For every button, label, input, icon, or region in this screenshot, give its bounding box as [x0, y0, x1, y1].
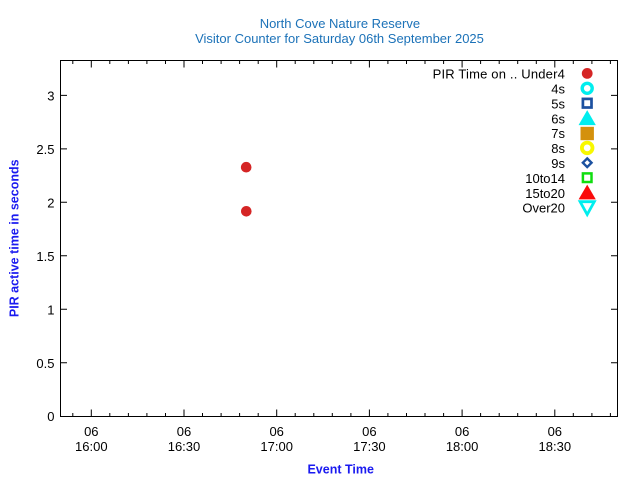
svg-text:10to14: 10to14 — [525, 171, 565, 186]
svg-text:06: 06 — [548, 424, 562, 439]
svg-text:1.5: 1.5 — [36, 249, 54, 264]
svg-text:06: 06 — [362, 424, 376, 439]
svg-text:North Cove Nature Reserve: North Cove Nature Reserve — [260, 16, 420, 31]
svg-text:18:00: 18:00 — [446, 439, 479, 454]
svg-text:8s: 8s — [551, 141, 565, 156]
svg-text:1: 1 — [47, 302, 54, 317]
svg-text:Event Time: Event Time — [307, 462, 374, 476]
svg-text:6s: 6s — [551, 111, 565, 126]
svg-text:15to20: 15to20 — [525, 186, 565, 201]
svg-text:06: 06 — [269, 424, 283, 439]
svg-text:2.5: 2.5 — [36, 142, 54, 157]
svg-text:Over20: Over20 — [522, 201, 565, 216]
svg-text:06: 06 — [177, 424, 191, 439]
svg-text:4s: 4s — [551, 82, 565, 97]
svg-text:3: 3 — [47, 89, 54, 104]
svg-text:Visitor Counter for Saturday 0: Visitor Counter for Saturday 06th Septem… — [195, 31, 484, 46]
svg-text:9s: 9s — [551, 156, 565, 171]
svg-text:16:00: 16:00 — [75, 439, 108, 454]
svg-text:18:30: 18:30 — [539, 439, 572, 454]
svg-text:06: 06 — [455, 424, 469, 439]
svg-text:17:00: 17:00 — [260, 439, 293, 454]
svg-text:17:30: 17:30 — [353, 439, 386, 454]
svg-text:PIR Time on .. Under4: PIR Time on .. Under4 — [433, 67, 565, 82]
svg-text:2: 2 — [47, 195, 54, 210]
svg-text:7s: 7s — [551, 126, 565, 141]
svg-text:0.5: 0.5 — [36, 356, 54, 371]
svg-text:5s: 5s — [551, 96, 565, 111]
svg-text:16:30: 16:30 — [168, 439, 201, 454]
svg-text:0: 0 — [47, 409, 54, 424]
svg-text:PIR active time in seconds: PIR active time in seconds — [7, 159, 21, 317]
svg-text:06: 06 — [84, 424, 98, 439]
